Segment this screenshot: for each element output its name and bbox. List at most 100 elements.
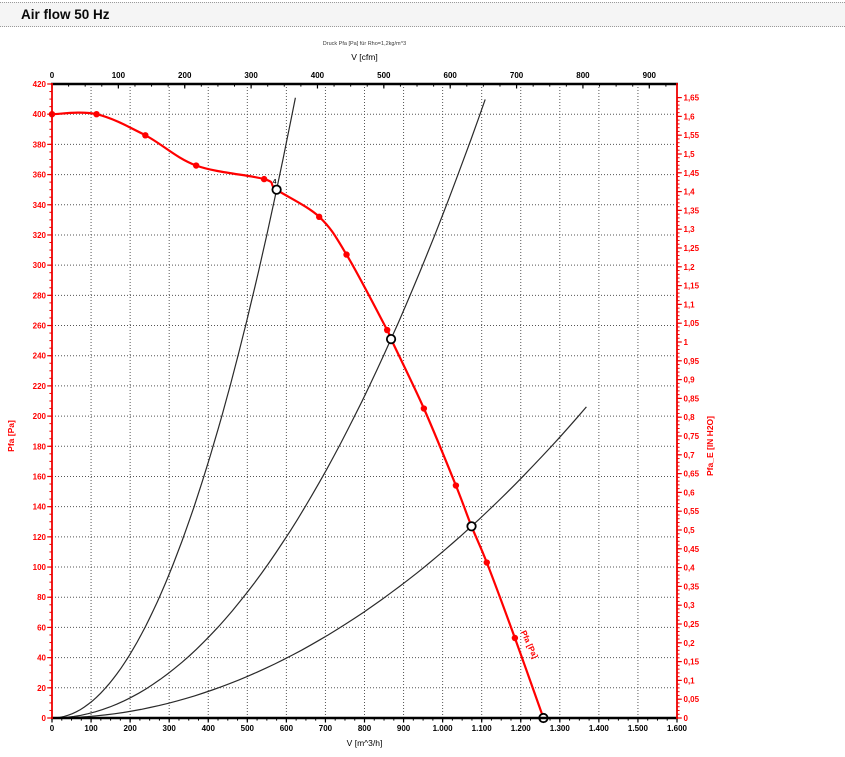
top-axis-tick-label: 500: [377, 71, 391, 80]
bottom-axis-tick-label: 1.000: [433, 724, 454, 733]
right-axis-tick-label: 0,1: [684, 676, 696, 685]
right-axis-tick-label: 0,35: [684, 582, 700, 591]
top-axis-tick-label: 200: [178, 71, 192, 80]
data-point-marker: [315, 213, 323, 221]
bottom-axis-tick-label: 1.400: [589, 724, 610, 733]
fan-curve: [51, 111, 545, 719]
left-axis-tick-label: 340: [33, 201, 47, 210]
section-header: Air flow 50 Hz: [0, 2, 845, 27]
right-axis-tick-label: 1: [684, 338, 689, 347]
left-axis-tick-label: 0: [42, 714, 47, 723]
system-resistance-curve: [51, 99, 486, 719]
bottom-axis-tick-label: 0: [50, 724, 55, 733]
right-axis-tick-label: 0,5: [684, 526, 696, 535]
right-axis-tick-label: 1,05: [684, 319, 700, 328]
bottom-axis-tick-label: 1.300: [550, 724, 571, 733]
right-axis-tick-label: 0,95: [684, 357, 700, 366]
right-axis-tick-label: 1,2: [684, 263, 696, 272]
left-axis-tick-label: 380: [33, 140, 47, 149]
top-axis-tick-label: 700: [510, 71, 524, 80]
data-point-marker: [483, 559, 490, 566]
bottom-axis-tick-label: 400: [202, 724, 216, 733]
right-axis-tick-label: 0,8: [684, 413, 696, 422]
left-axis-tick-label: 140: [33, 503, 47, 512]
right-axis-tick-label: 0,2: [684, 639, 696, 648]
right-axis-tick-label: 0,7: [684, 451, 696, 460]
bottom-axis-tick-label: 1.500: [628, 724, 649, 733]
right-axis-tick-label: 0,85: [684, 394, 700, 403]
top-axis-tick-label: 400: [311, 71, 325, 80]
top-axis-title: V [cfm]: [351, 52, 377, 62]
left-axis-tick-label: 60: [37, 623, 46, 632]
right-axis-tick-label: 0,9: [684, 376, 696, 385]
data-point-marker: [93, 110, 100, 118]
bottom-axis-tick-label: 300: [163, 724, 177, 733]
right-axis-tick-label: 1,45: [684, 169, 700, 178]
left-axis-tick-label: 220: [33, 382, 47, 391]
right-axis-tick-label: 0,65: [684, 470, 700, 479]
top-axis-tick-label: 600: [444, 71, 458, 80]
operating-point: [466, 521, 477, 532]
bottom-axis-tick-label: 600: [280, 724, 294, 733]
data-point-marker: [142, 132, 149, 139]
top-axis-tick-label: 0: [50, 71, 55, 80]
bottom-axis-tick-label: 800: [358, 724, 372, 733]
data-point-marker: [343, 251, 350, 258]
left-axis-tick-label: 120: [33, 533, 47, 542]
right-axis-tick-label: 0,15: [684, 658, 700, 667]
bottom-axis-tick-label: 200: [123, 724, 137, 733]
right-axis-tick-label: 1,65: [684, 94, 700, 103]
data-point-marker: [420, 405, 428, 412]
left-axis-tick-label: 100: [33, 563, 47, 572]
bottom-axis-tick-label: 900: [397, 724, 411, 733]
right-axis-tick-label: 1,3: [684, 225, 696, 234]
left-axis-tick-label: 420: [33, 80, 47, 89]
data-point-marker: [452, 482, 460, 489]
right-axis-tick-label: 1,5: [684, 150, 696, 159]
left-axis-tick-label: 180: [33, 442, 47, 451]
bottom-axis-title: V [m^3/h]: [347, 738, 383, 748]
bottom-axis-tick-label: 1.100: [472, 724, 493, 733]
left-axis-tick-label: 200: [33, 412, 47, 421]
top-axis-tick-label: 800: [576, 71, 590, 80]
right-axis-tick-label: 1,1: [684, 300, 696, 309]
right-axis-tick-label: 0,45: [684, 545, 700, 554]
right-axis-tick-label: 0,55: [684, 507, 700, 516]
operating-point-label: 4: [273, 179, 277, 186]
data-point-marker: [260, 175, 268, 183]
left-axis-tick-label: 280: [33, 291, 47, 300]
right-axis-tick-label: 0: [684, 714, 689, 723]
left-axis-tick-label: 300: [33, 261, 47, 270]
left-axis-title: Pfa [Pa]: [6, 420, 16, 452]
data-point-marker: [383, 326, 391, 334]
operating-point: [271, 184, 282, 195]
left-axis-tick-label: 260: [33, 322, 47, 331]
right-axis-tick-label: 1,55: [684, 131, 700, 140]
left-axis-tick-label: 320: [33, 231, 47, 240]
right-axis-tick-label: 0,25: [684, 620, 700, 629]
top-axis-tick-label: 100: [112, 71, 126, 80]
right-axis-tick-label: 1,35: [684, 206, 700, 215]
left-axis-tick-label: 240: [33, 352, 47, 361]
right-axis-tick-label: 1,6: [684, 112, 696, 121]
right-axis-tick-label: 0,05: [684, 695, 700, 704]
right-axis-tick-label: 0,6: [684, 488, 696, 497]
data-point-marker: [192, 162, 200, 169]
right-axis-tick-label: 1,4: [684, 188, 696, 197]
left-axis-tick-label: 40: [37, 654, 46, 663]
top-axis-tick-label: 900: [643, 71, 657, 80]
right-axis-tick-label: 0,3: [684, 601, 696, 610]
left-axis-tick-label: 80: [37, 593, 46, 602]
right-axis-tick-label: 1,25: [684, 244, 700, 253]
system-resistance-curve: [51, 97, 296, 719]
right-axis-title: Pfa_E [IN H2O]: [705, 416, 715, 476]
bottom-axis-tick-label: 500: [241, 724, 255, 733]
top-axis-tick-label: 300: [244, 71, 258, 80]
left-axis-tick-label: 20: [37, 684, 46, 693]
right-axis-tick-label: 0,75: [684, 432, 700, 441]
left-axis-tick-label: 160: [33, 472, 47, 481]
bottom-axis-tick-label: 100: [84, 724, 98, 733]
page-title: Air flow 50 Hz: [21, 7, 110, 22]
